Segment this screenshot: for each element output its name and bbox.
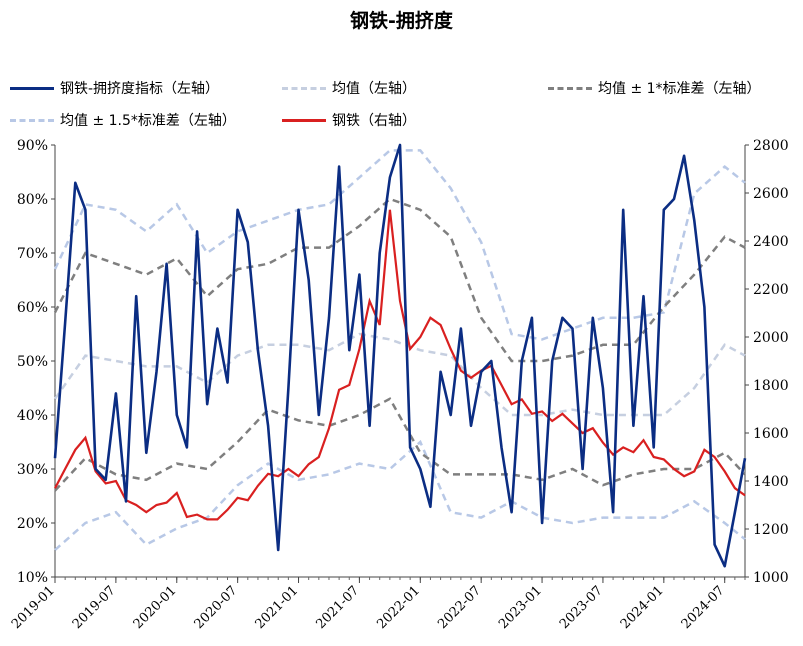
legend-item-band15: 均值 ± 1.5*标准差（左轴）	[10, 110, 236, 130]
right-tick-label: 2400	[753, 234, 789, 250]
legend-swatch-mean	[282, 86, 326, 90]
left-tick-label: 80%	[17, 192, 48, 208]
legend-swatch-crowd	[10, 86, 54, 90]
band1-upper-line	[53, 197, 746, 363]
right-tick-label: 1200	[753, 522, 789, 538]
legend-item-mean: 均值（左轴）	[282, 78, 416, 98]
legend-label-mean: 均值（左轴）	[332, 81, 416, 97]
left-tick-label: 30%	[17, 462, 48, 478]
x-tick-label: 2022-01	[374, 583, 423, 632]
right-tick-label: 2800	[753, 138, 789, 154]
legend-swatch-band1	[548, 86, 592, 90]
right-tick-label: 1600	[753, 426, 789, 442]
x-tick-label: 2023-07	[557, 583, 606, 632]
legend-label-band1: 均值 ± 1*标准差（左轴）	[598, 81, 761, 97]
x-tick-label: 2023-01	[496, 583, 545, 632]
x-tick-label: 2020-01	[131, 583, 180, 632]
legend-swatch-steel	[282, 118, 326, 122]
right-tick-label: 2000	[753, 330, 789, 346]
steel-line	[54, 209, 746, 521]
legend-label-crowd: 钢铁-拥挤度指标（左轴）	[60, 81, 220, 97]
right-tick-label: 1400	[753, 474, 789, 490]
legend-label-steel: 钢铁（右轴）	[332, 113, 416, 129]
x-tick-label: 2024-01	[618, 583, 667, 632]
x-tick-label: 2019-07	[70, 583, 119, 632]
right-tick-label: 1000	[753, 570, 789, 586]
crowd-line	[53, 143, 747, 568]
legend-item-steel: 钢铁（右轴）	[282, 110, 416, 130]
x-tick-label: 2024-07	[679, 583, 728, 632]
series-group	[53, 143, 747, 568]
right-tick-label: 2600	[753, 186, 789, 202]
x-tick-label: 2021-01	[253, 583, 302, 632]
left-tick-label: 20%	[17, 516, 48, 532]
legend-item-band1: 均值 ± 1*标准差（左轴）	[548, 78, 761, 98]
left-tick-label: 50%	[17, 354, 48, 370]
left-tick-label: 60%	[17, 300, 48, 316]
band15-upper-line	[53, 149, 746, 341]
x-tick-label: 2021-07	[313, 583, 362, 632]
x-tick-label: 2022-07	[435, 583, 484, 632]
legend-swatch-band15	[10, 118, 54, 122]
x-tick-label: 2019-01	[9, 583, 58, 632]
right-tick-label: 2200	[753, 282, 789, 298]
x-tick-label: 2020-07	[192, 583, 241, 632]
band1-lower-line	[54, 397, 746, 492]
legend-label-band15: 均值 ± 1.5*标准差（左轴）	[60, 113, 236, 129]
right-tick-label: 1800	[753, 378, 789, 394]
band15-lower-line	[54, 439, 746, 551]
left-tick-label: 40%	[17, 408, 48, 424]
left-tick-label: 70%	[17, 246, 48, 262]
left-tick-label: 90%	[17, 138, 48, 154]
left-tick-label: 10%	[17, 570, 48, 586]
legend-item-crowd: 钢铁-拥挤度指标（左轴）	[10, 78, 219, 98]
chart-title: 钢铁-拥挤度	[350, 10, 453, 32]
